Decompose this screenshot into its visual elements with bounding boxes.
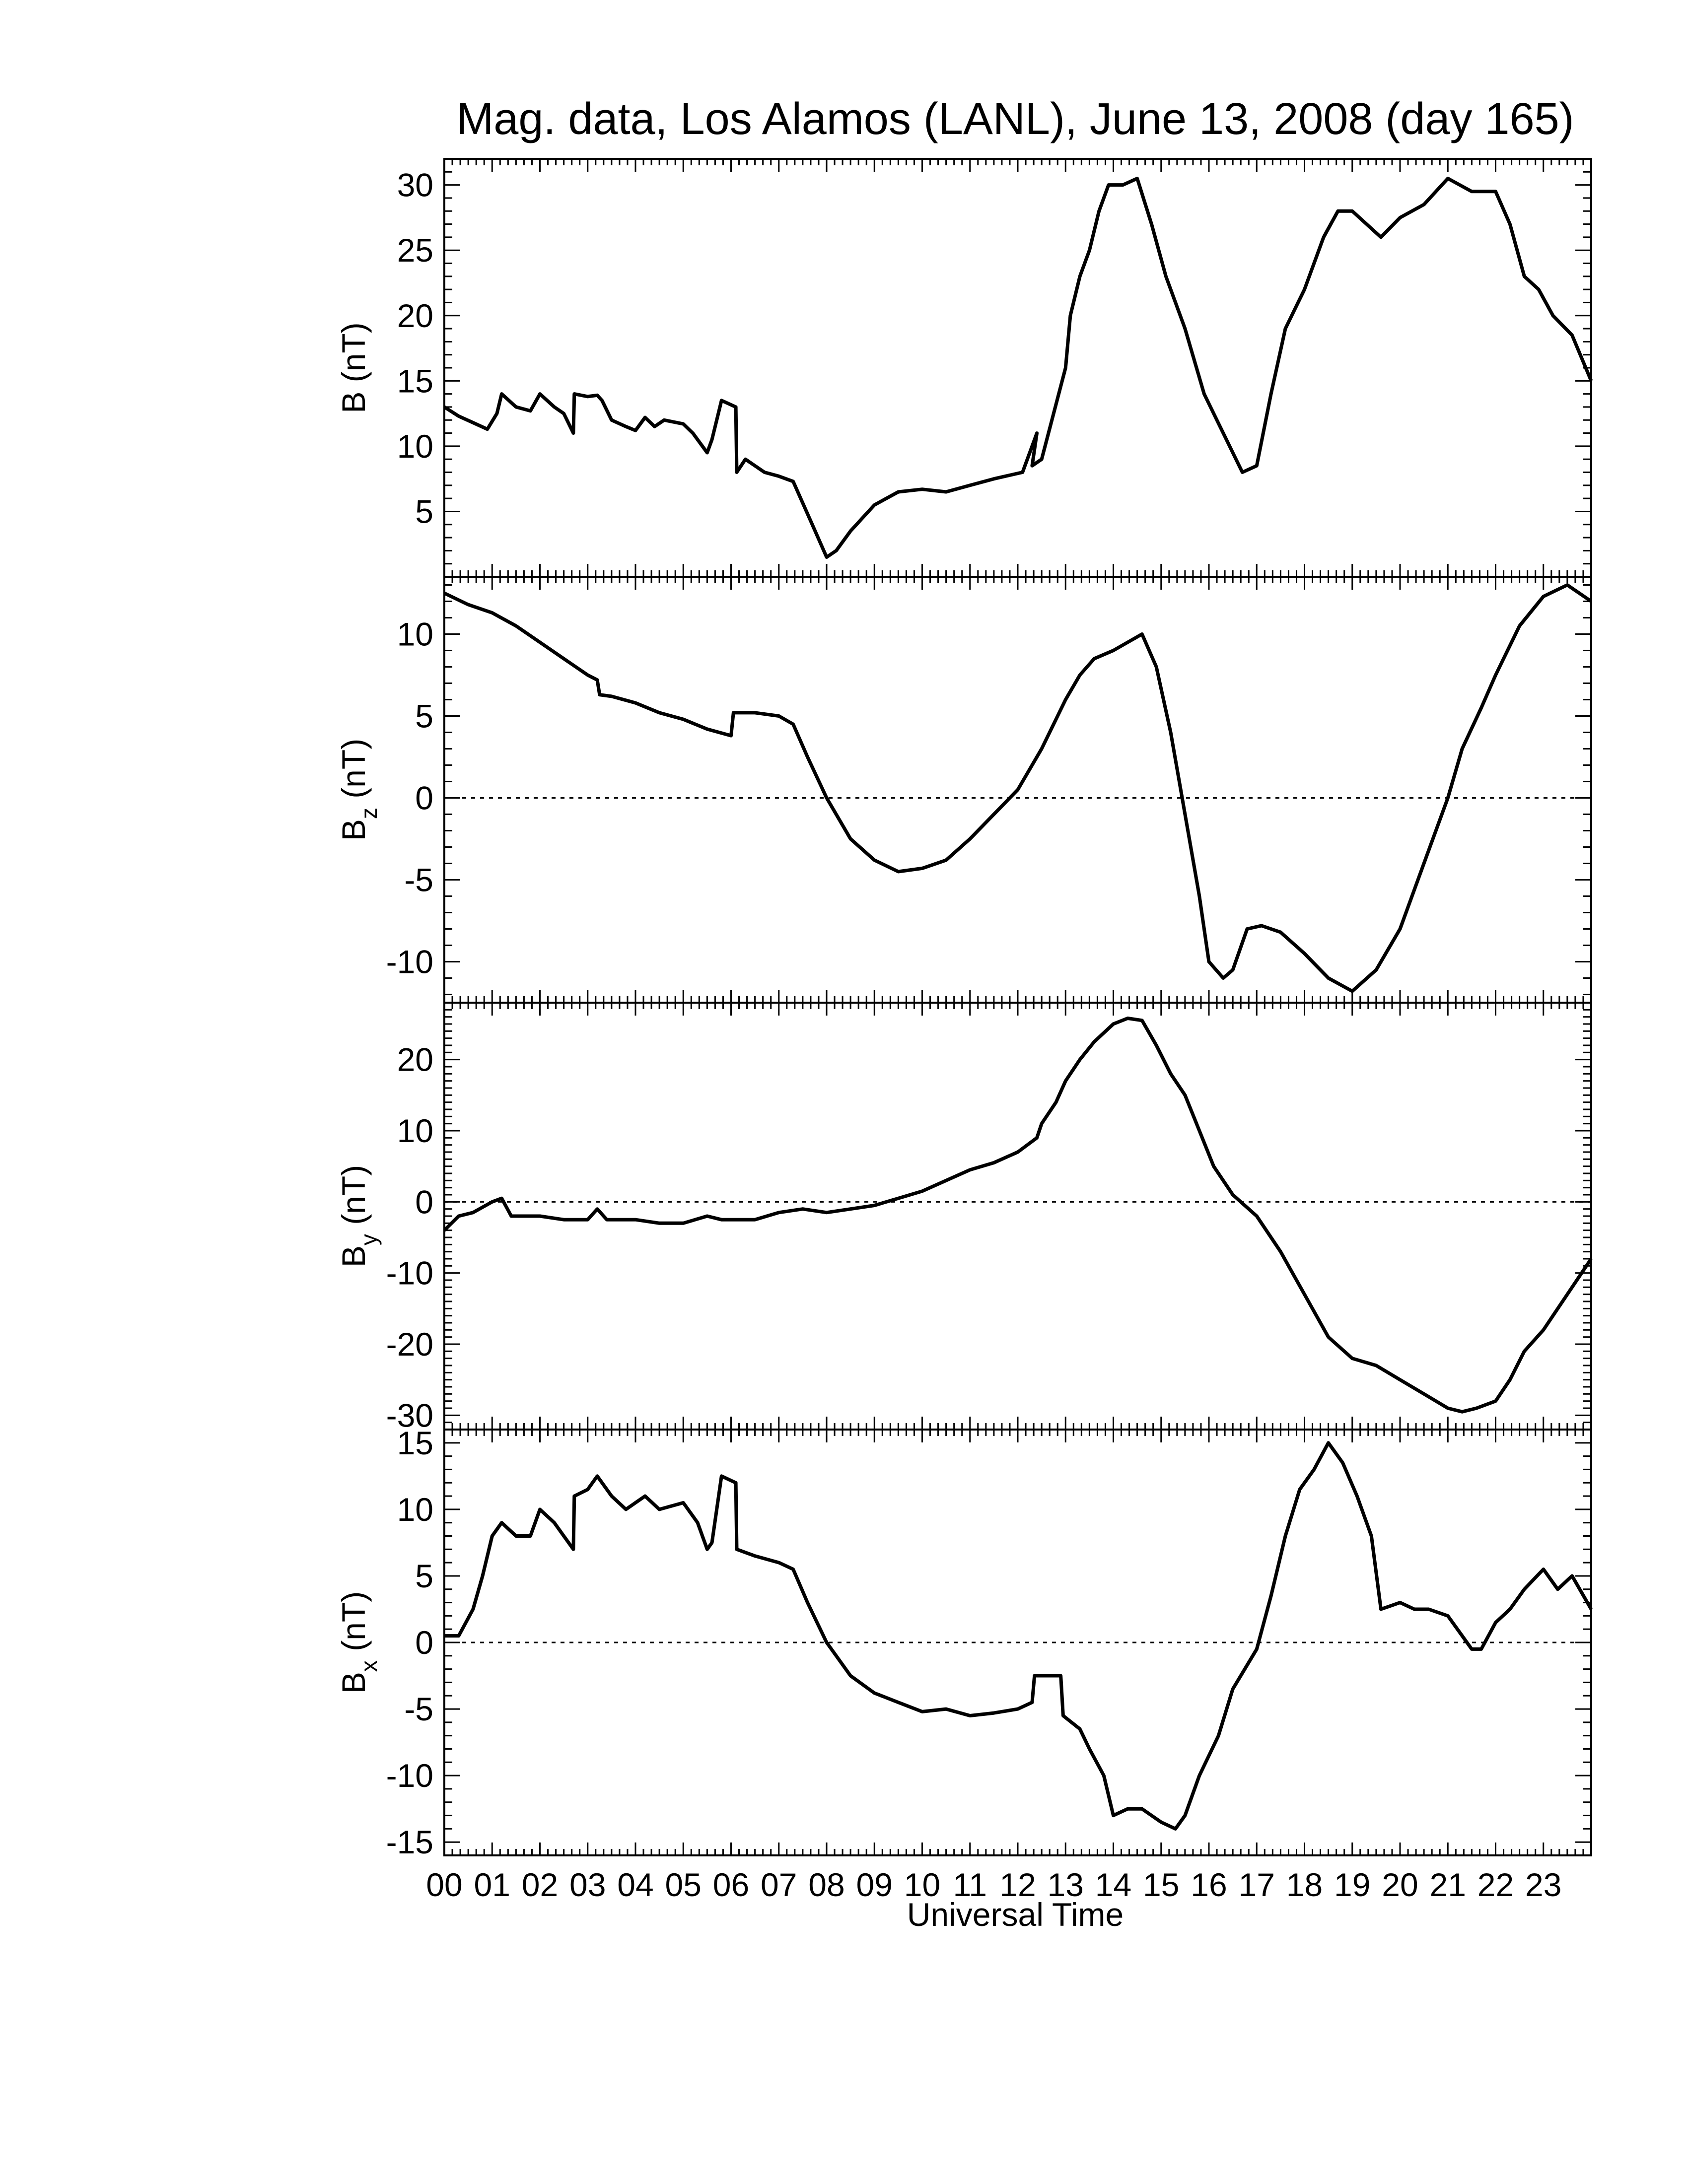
y-axis-label: By (nT) xyxy=(335,1165,382,1267)
y-tick-label: -15 xyxy=(386,1824,433,1860)
y-tick-label: 10 xyxy=(397,616,433,653)
y-tick-label: 5 xyxy=(415,493,433,530)
y-tick-label: 0 xyxy=(415,1624,433,1661)
x-tick-label: 05 xyxy=(665,1866,702,1903)
y-tick-label: 10 xyxy=(397,1112,433,1149)
y-tick-label: 0 xyxy=(415,780,433,817)
x-tick-label: 03 xyxy=(569,1866,606,1903)
chart-title: Mag. data, Los Alamos (LANL), June 13, 2… xyxy=(456,94,1574,144)
x-tick-label: 00 xyxy=(426,1866,462,1903)
series-line-by xyxy=(443,1017,1593,1414)
x-tick-label: 17 xyxy=(1239,1866,1275,1903)
y-tick-label: 10 xyxy=(397,428,433,465)
x-tick-label: 23 xyxy=(1525,1866,1561,1903)
x-tick-label: 07 xyxy=(761,1866,797,1903)
x-tick-label: 14 xyxy=(1095,1866,1131,1903)
y-tick-label: 15 xyxy=(397,1425,433,1461)
x-tick-label: 10 xyxy=(904,1866,940,1903)
y-tick-label: -10 xyxy=(386,1757,433,1794)
x-tick-label: 21 xyxy=(1430,1866,1466,1903)
panel-bx: -15 -10 -5 0 5 10 15 Bx (nT) xyxy=(335,1425,1593,1860)
panel-frame xyxy=(443,1002,1592,1431)
x-tick-label: 06 xyxy=(713,1866,749,1903)
y-tick-label: 20 xyxy=(397,1041,433,1078)
x-tick-label: 01 xyxy=(474,1866,510,1903)
x-tick-label: 18 xyxy=(1286,1866,1323,1903)
series-line-bx xyxy=(444,1441,1593,1831)
y-axis-label: Bx (nT) xyxy=(335,1591,382,1694)
y-tick-label: 30 xyxy=(397,167,433,204)
x-axis-label: Universal Time xyxy=(907,1896,1124,1933)
x-tick-label: 11 xyxy=(953,1866,987,1903)
x-tick-label: 13 xyxy=(1048,1866,1084,1903)
x-tick-label: 16 xyxy=(1191,1866,1227,1903)
y-tick-label: 15 xyxy=(397,362,433,399)
x-tick-label: 15 xyxy=(1143,1866,1179,1903)
x-tick-label: 12 xyxy=(999,1866,1036,1903)
y-tick-label: 5 xyxy=(415,1558,433,1594)
x-tick-label: 20 xyxy=(1382,1866,1418,1903)
x-tick-label: 02 xyxy=(522,1866,558,1903)
x-axis: 00 01 02 03 04 05 06 07 08 09 10 11 12 13 14 15 16 17 18 19… xyxy=(426,1866,1561,1903)
panel-by: -30 -20 -10 0 10 20 By (nT) xyxy=(335,1002,1593,1433)
x-tick-label: 04 xyxy=(617,1866,653,1903)
panel-frame xyxy=(443,158,1592,578)
y-tick-label: -30 xyxy=(386,1397,433,1433)
x-tick-label: 08 xyxy=(808,1866,844,1903)
series-line-bz xyxy=(443,583,1592,993)
y-tick-label: -10 xyxy=(386,944,433,980)
panel-b: 5 10 15 20 25 30 B (nT) xyxy=(335,158,1593,578)
series-line-b xyxy=(443,177,1593,559)
y-tick-label: 20 xyxy=(397,297,433,334)
y-tick-label: 10 xyxy=(397,1491,433,1528)
y-tick-label: -20 xyxy=(386,1326,433,1363)
panel-bz: -10 -5 0 5 10 Bz (nT) xyxy=(335,576,1592,1004)
x-tick-label: 09 xyxy=(856,1866,893,1903)
y-tick-label: 0 xyxy=(415,1183,433,1220)
y-axis-label: Bz (nT) xyxy=(335,739,382,841)
y-tick-label: 25 xyxy=(397,232,433,269)
y-tick-label: -10 xyxy=(386,1255,433,1292)
x-tick-label: 19 xyxy=(1334,1866,1370,1903)
y-tick-label: -5 xyxy=(404,1691,433,1727)
y-axis-label: B (nT) xyxy=(335,322,372,413)
x-tick-label: 22 xyxy=(1477,1866,1514,1903)
y-tick-label: 5 xyxy=(415,698,433,735)
y-tick-label: -5 xyxy=(404,862,433,898)
